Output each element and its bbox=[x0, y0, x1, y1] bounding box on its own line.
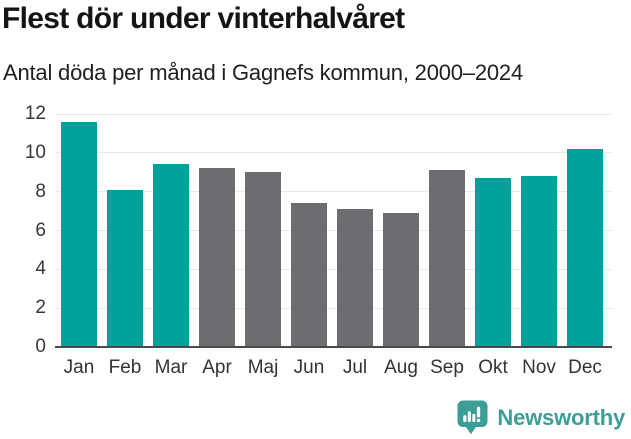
bar-apr bbox=[199, 168, 235, 347]
gridline-y6 bbox=[55, 230, 612, 231]
gridline-y8 bbox=[55, 191, 612, 193]
y-tick-label-8: 8 bbox=[35, 180, 46, 202]
x-tick-label-jun: Jun bbox=[293, 357, 325, 378]
x-tick-label-mar: Mar bbox=[154, 357, 188, 378]
newsworthy-logo-icon bbox=[457, 400, 488, 435]
x-tick-label-jul: Jul bbox=[342, 357, 368, 378]
y-tick-label-10: 10 bbox=[24, 141, 46, 163]
bar-jun bbox=[291, 203, 327, 347]
x-tick-label-feb: Feb bbox=[108, 357, 142, 378]
x-tick-label-nov: Nov bbox=[522, 357, 556, 378]
x-tick-label-jan: Jan bbox=[63, 357, 95, 378]
bar-nov bbox=[521, 176, 557, 347]
bar-sep bbox=[429, 170, 465, 347]
bar-jan bbox=[61, 121, 97, 347]
y-tick-label-0: 0 bbox=[35, 336, 46, 357]
x-tick-label-apr: Apr bbox=[202, 357, 232, 378]
x-tick-label-maj: Maj bbox=[247, 357, 279, 378]
plot-area bbox=[55, 113, 612, 348]
bar-maj bbox=[245, 172, 281, 347]
y-tick-label-4: 4 bbox=[35, 258, 46, 280]
gridline-y12 bbox=[55, 113, 612, 115]
chart-subtitle: Antal döda per månad i Gagnefs kommun, 2… bbox=[3, 60, 523, 85]
y-tick-label-2: 2 bbox=[35, 297, 46, 319]
x-tick-label-aug: Aug bbox=[384, 357, 418, 378]
bar-dec bbox=[567, 148, 603, 347]
chart-title: Flest dör under vinterhalvåret bbox=[2, 2, 405, 35]
x-axis-line bbox=[55, 346, 612, 348]
bar-okt bbox=[475, 178, 511, 347]
brand-name: Newsworthy bbox=[497, 404, 625, 430]
y-tick-label-12: 12 bbox=[24, 103, 46, 124]
gridline-y2 bbox=[55, 307, 612, 309]
gridline-y4 bbox=[55, 268, 612, 270]
x-tick-label-dec: Dec bbox=[568, 357, 602, 378]
bar-mar bbox=[153, 164, 189, 347]
gridline-y10 bbox=[55, 152, 612, 154]
x-tick-label-okt: Okt bbox=[478, 357, 508, 378]
x-tick-label-sep: Sep bbox=[430, 357, 464, 378]
brand-footer: Newsworthy bbox=[456, 399, 625, 436]
bar-jul bbox=[337, 209, 373, 347]
y-tick-label-6: 6 bbox=[35, 219, 46, 241]
bar-aug bbox=[383, 213, 419, 347]
bar-feb bbox=[107, 189, 143, 347]
